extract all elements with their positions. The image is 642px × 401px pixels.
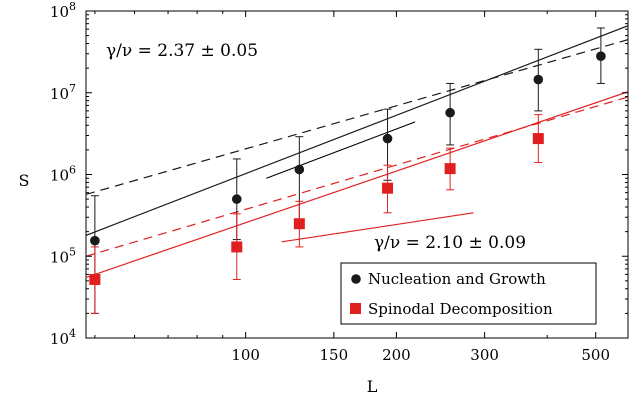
fit-lines (86, 25, 628, 279)
x-tick-label: 100 (231, 346, 260, 364)
annotation-nucleation-exponent: γ/ν = 2.37 ± 0.05 (106, 41, 258, 61)
y-tick-label-exponent: 4 (69, 327, 76, 340)
data-markers (89, 51, 606, 285)
x-tick-labels: 100 150 200 300 500 (231, 346, 610, 364)
spinodal-data-point (444, 163, 456, 175)
legend-label-spinodal: Spinodal Decomposition (368, 300, 553, 318)
y-tick-label-exponent: 6 (69, 164, 76, 177)
slope-guide-spinodal (281, 212, 474, 243)
plot-area (85, 10, 629, 339)
spinodal-data-point (293, 218, 305, 230)
x-tick-label: 500 (581, 346, 610, 364)
y-axis-label: S (19, 171, 30, 190)
spinodal-solid-fit-line (86, 91, 628, 279)
legend-marker-spinodal (350, 303, 361, 314)
x-tick-label: 200 (382, 346, 411, 364)
y-tick-label: 10 (50, 248, 69, 266)
nucleation-data-point (382, 133, 393, 144)
axis-ticks (86, 10, 628, 339)
slope-guide-nucleation (266, 121, 416, 179)
y-tick-label: 10 (50, 85, 69, 103)
spinodal-data-point (231, 241, 243, 253)
x-tick-label: 300 (470, 346, 499, 364)
y-tick-label: 10 (50, 3, 69, 21)
legend: Nucleation and Growth Spinodal Decomposi… (340, 262, 597, 325)
y-tick-label: 10 (50, 330, 69, 348)
legend-box (340, 262, 597, 325)
spinodal-data-point (89, 273, 101, 285)
nucleation-data-point (596, 51, 606, 61)
x-tick-label: 150 (320, 346, 349, 364)
spinodal-dashed-fit-line (86, 96, 628, 257)
x-axis-label: L (367, 377, 378, 396)
y-tick-label: 10 (50, 167, 69, 185)
annotation-spinodal-exponent: γ/ν = 2.10 ± 0.09 (374, 233, 526, 253)
slope-guide-lines (266, 121, 474, 243)
spinodal-data-point (532, 133, 544, 145)
nucleation-data-point (90, 235, 100, 246)
y-tick-label-exponent: 7 (69, 82, 76, 95)
legend-label-nucleation: Nucleation and Growth (368, 270, 546, 288)
nucleation-data-point (445, 107, 455, 118)
y-tick-label-exponent: 8 (69, 0, 76, 13)
y-tick-label-exponent: 5 (69, 245, 76, 258)
legend-marker-nucleation (351, 274, 361, 284)
nucleation-data-point (294, 164, 305, 175)
nucleation-data-point (533, 74, 544, 85)
nucleation-dashed-fit-line (86, 39, 628, 196)
spinodal-data-point (382, 182, 394, 194)
nucleation-data-point (231, 194, 242, 204)
nucleation-solid-fit-line (86, 25, 628, 236)
